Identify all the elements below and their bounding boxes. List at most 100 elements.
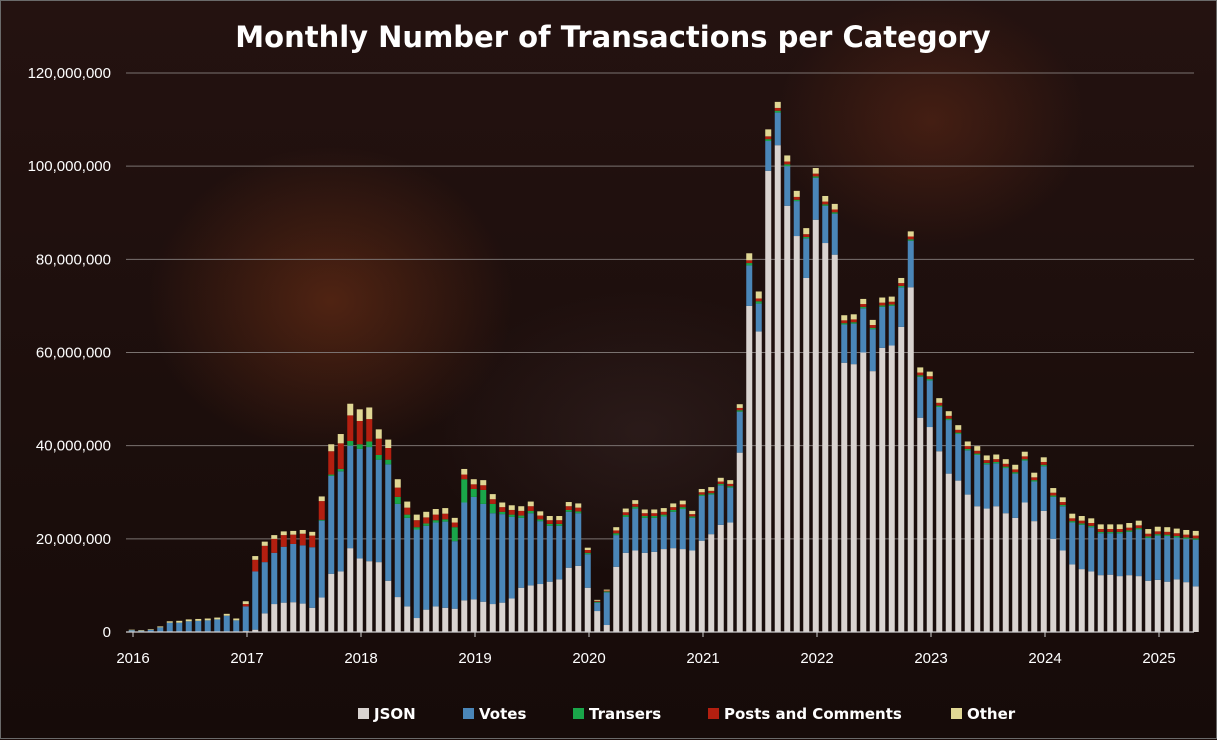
- bar-segment: [423, 517, 430, 524]
- bar-stack: [1107, 524, 1114, 632]
- bar-segment: [1069, 513, 1076, 519]
- bar-segment: [736, 411, 743, 453]
- bar-segment: [527, 506, 534, 511]
- bar-segment: [261, 613, 268, 632]
- bar-segment: [613, 566, 620, 632]
- bar-segment: [337, 443, 344, 469]
- bar-segment: [1164, 534, 1171, 537]
- bar-segment: [575, 513, 582, 566]
- bar-segment: [223, 613, 230, 616]
- bar-segment: [442, 519, 449, 522]
- bar-segment: [1154, 526, 1161, 532]
- bar-segment: [1012, 517, 1019, 632]
- bar-segment: [660, 549, 667, 632]
- bar-segment: [1069, 522, 1076, 565]
- bar-segment: [527, 585, 534, 632]
- bar-segment: [793, 199, 800, 202]
- bar-segment: [907, 239, 914, 241]
- bar-segment: [926, 371, 933, 377]
- bar-segment: [803, 236, 810, 239]
- bar-segment: [423, 511, 430, 518]
- bar-stack: [252, 556, 259, 632]
- bar-segment: [869, 327, 876, 330]
- bar-stack: [755, 291, 762, 632]
- bar-segment: [689, 514, 696, 517]
- bar-segment: [546, 523, 553, 526]
- bar-segment: [869, 371, 876, 632]
- bar-segment: [366, 419, 373, 442]
- bar-segment: [860, 298, 867, 305]
- bar-segment: [147, 629, 154, 632]
- bar-segment: [812, 173, 819, 177]
- bar-segment: [993, 506, 1000, 632]
- bar-segment: [1002, 466, 1009, 469]
- bar-segment: [765, 136, 772, 140]
- bar-stack: [1135, 520, 1142, 632]
- bar-segment: [375, 459, 382, 563]
- bar-segment: [527, 501, 534, 507]
- bar-segment: [1031, 521, 1038, 632]
- bar-segment: [651, 516, 658, 518]
- bar-segment: [993, 463, 1000, 507]
- bar-segment: [860, 308, 867, 353]
- bar-stack: [1021, 451, 1028, 632]
- bar-segment: [394, 496, 401, 504]
- bar-segment: [670, 511, 677, 549]
- bar-segment: [394, 503, 401, 598]
- bar-segment: [1088, 523, 1095, 526]
- bar-segment: [546, 525, 553, 582]
- bar-segment: [1192, 530, 1199, 536]
- bar-segment: [746, 260, 753, 264]
- bar-segment: [651, 517, 658, 552]
- bar-segment: [1126, 527, 1133, 531]
- bar-segment: [841, 362, 848, 632]
- bar-segment: [1012, 473, 1019, 518]
- bar-segment: [527, 510, 534, 514]
- bar-segment: [214, 617, 221, 620]
- bar-segment: [983, 455, 990, 461]
- bar-segment: [1002, 463, 1009, 467]
- bar-segment: [546, 516, 553, 521]
- bar-stack: [347, 403, 354, 632]
- bar-stack: [860, 298, 867, 632]
- bar-segment: [917, 417, 924, 632]
- bar-segment: [917, 375, 924, 377]
- bar-segment: [1173, 533, 1180, 537]
- bar-segment: [983, 464, 990, 509]
- bar-stack: [328, 444, 335, 632]
- bar-segment: [404, 507, 411, 515]
- bar-segment: [1154, 579, 1161, 632]
- bar-stack: [1183, 529, 1190, 632]
- bar-segment: [489, 513, 496, 605]
- bar-stack: [1097, 524, 1104, 632]
- bar-segment: [537, 515, 544, 520]
- x-tick-label: 2019: [458, 650, 491, 667]
- bar-segment: [1135, 529, 1142, 577]
- bar-segment: [508, 516, 515, 599]
- bar-stack: [1088, 518, 1095, 632]
- bar-segment: [356, 420, 363, 445]
- bar-segment: [993, 461, 1000, 464]
- legend-swatch: [463, 708, 474, 719]
- bar-stack: [869, 319, 876, 632]
- bar-segment: [850, 323, 857, 365]
- bar-segment: [242, 601, 249, 605]
- bar-segment: [470, 599, 477, 632]
- bar-stack: [708, 487, 715, 632]
- bar-segment: [413, 520, 420, 528]
- bar-segment: [233, 620, 240, 632]
- bar-segment: [736, 404, 743, 408]
- bar-segment: [489, 503, 496, 514]
- bar-segment: [185, 621, 192, 632]
- bar-segment: [632, 550, 639, 632]
- bar-segment: [622, 516, 629, 553]
- bar-segment: [470, 479, 477, 485]
- bar-segment: [736, 410, 743, 412]
- bar-segment: [812, 168, 819, 174]
- bar-stack: [1031, 472, 1038, 632]
- bar-stack: [1012, 464, 1019, 632]
- bar-segment: [537, 511, 544, 516]
- bar-segment: [746, 263, 753, 266]
- legend-swatch: [573, 708, 584, 719]
